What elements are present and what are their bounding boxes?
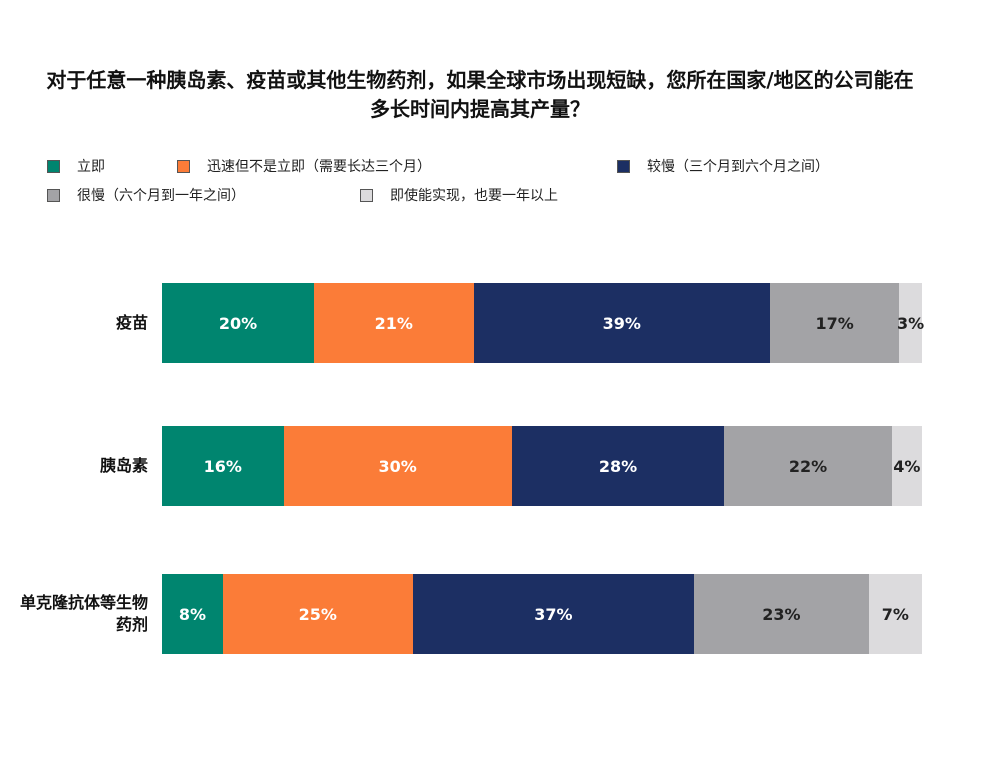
legend-item: 迅速但不是立即（需要长达三个月） xyxy=(177,157,431,175)
bar-segment: 3% xyxy=(897,283,925,363)
legend-item: 即使能实现，也要一年以上 xyxy=(360,186,558,204)
legend-item: 立即 xyxy=(47,157,105,175)
legend-label: 很慢（六个月到一年之间） xyxy=(77,188,245,204)
bar-segment: 20% xyxy=(162,283,314,363)
data-label: 17% xyxy=(815,313,854,333)
data-label: 28% xyxy=(598,456,638,476)
bar-segment: 17% xyxy=(770,283,900,363)
legend-label: 较慢（三个月到六个月之间） xyxy=(647,159,829,175)
bar-segment: 22% xyxy=(724,426,892,506)
bar-segment: 21% xyxy=(314,283,474,363)
legend-swatch xyxy=(177,159,190,173)
category-label: 胰岛素 xyxy=(99,456,148,475)
legend-label: 迅速但不是立即（需要长达三个月） xyxy=(207,159,431,175)
bar-segment: 8% xyxy=(162,574,223,654)
category-label: 单克隆抗体等生物药剂 xyxy=(19,593,148,634)
data-label: 21% xyxy=(374,313,413,333)
category-label: 疫苗 xyxy=(115,313,148,332)
legend-swatch xyxy=(47,159,60,173)
legend-swatch xyxy=(360,188,373,202)
bar-segment: 25% xyxy=(222,574,413,654)
bar-segment: 28% xyxy=(511,426,725,506)
legend-item: 较慢（三个月到六个月之间） xyxy=(617,157,829,175)
data-label: 8% xyxy=(178,604,206,624)
data-label: 22% xyxy=(788,456,828,476)
data-label: 23% xyxy=(762,604,801,624)
data-label: 4% xyxy=(893,456,921,476)
data-label: 16% xyxy=(203,456,242,476)
data-label: 39% xyxy=(602,313,641,333)
legend-label: 即使能实现，也要一年以上 xyxy=(390,188,558,204)
bar-segment: 7% xyxy=(868,574,922,654)
bar-segment: 39% xyxy=(473,283,770,363)
legend-swatch xyxy=(47,188,60,202)
bar-segment: 4% xyxy=(891,426,922,506)
chart-title: 对于任意一种胰岛素、疫苗或其他生物药剂，如果全球市场出现短缺，您所在国家/地区的… xyxy=(46,68,914,121)
bar-segment: 16% xyxy=(162,426,284,506)
data-label: 30% xyxy=(378,456,417,476)
bar-segment: 30% xyxy=(283,426,512,506)
legend-swatch xyxy=(617,159,630,173)
data-label: 3% xyxy=(897,313,925,333)
bar-segment: 23% xyxy=(694,574,869,654)
legend-label: 立即 xyxy=(77,159,105,175)
data-label: 37% xyxy=(534,604,573,624)
data-label: 25% xyxy=(298,604,337,624)
bar-segment: 37% xyxy=(412,574,694,654)
data-label: 20% xyxy=(218,313,258,333)
legend-item: 很慢（六个月到一年之间） xyxy=(47,186,245,204)
data-label: 7% xyxy=(881,604,909,624)
